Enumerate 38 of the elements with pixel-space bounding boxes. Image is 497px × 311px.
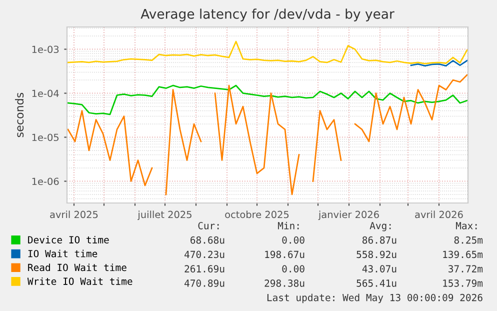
text: 261.69u <box>184 265 224 272</box>
text: Max: <box>456 222 477 230</box>
x-tick-label: avril 2025 <box>50 210 98 218</box>
x-tick-label: avril 2026 <box>415 210 463 218</box>
y-tick-label: 1e-04 <box>32 90 59 98</box>
x-tick-label: octobre 2025 <box>225 210 289 218</box>
y-tick-label: 1e-06 <box>32 178 59 186</box>
text: Cur: <box>198 222 219 230</box>
y-axis-title: seconds <box>15 92 24 138</box>
y-tick-label: 1e-03 <box>32 46 59 54</box>
chart-title: Average latency for /dev/vda - by year <box>140 8 394 22</box>
legend-label: Read IO Wait time <box>28 264 126 272</box>
text: Min: <box>278 222 299 230</box>
text: 86.87u <box>362 236 396 244</box>
text: 470.89u <box>184 280 224 287</box>
y-tick-label: 1e-05 <box>32 134 59 142</box>
text: 68.68u <box>190 236 224 244</box>
text: 139.65m <box>443 250 483 258</box>
text: 298.38u <box>264 280 304 287</box>
x-tick-label: janvier 2026 <box>318 210 379 220</box>
text: 198.67u <box>265 250 304 258</box>
line-series <box>67 40 468 64</box>
text: 43.07u <box>362 265 396 272</box>
text: Avg: <box>370 222 391 232</box>
text: 0.00 <box>282 236 304 244</box>
text: 0.00 <box>282 265 304 272</box>
legend-label: IO Wait time <box>28 250 98 258</box>
text: 470.23u <box>184 250 224 258</box>
text: 37.72m <box>448 265 483 272</box>
text: 558.92u <box>356 250 396 258</box>
x-tick-label: juillet 2025 <box>138 210 192 220</box>
text: 8.25m <box>454 236 483 244</box>
text: 565.41u <box>356 280 396 287</box>
text: 153.79m <box>443 280 483 287</box>
text: Last update: Wed May 13 00:00:09 2026 <box>267 294 482 304</box>
line-series <box>67 84 468 116</box>
legend-label: Write IO Wait time <box>27 277 132 285</box>
legend-label: Device IO time <box>28 236 109 244</box>
